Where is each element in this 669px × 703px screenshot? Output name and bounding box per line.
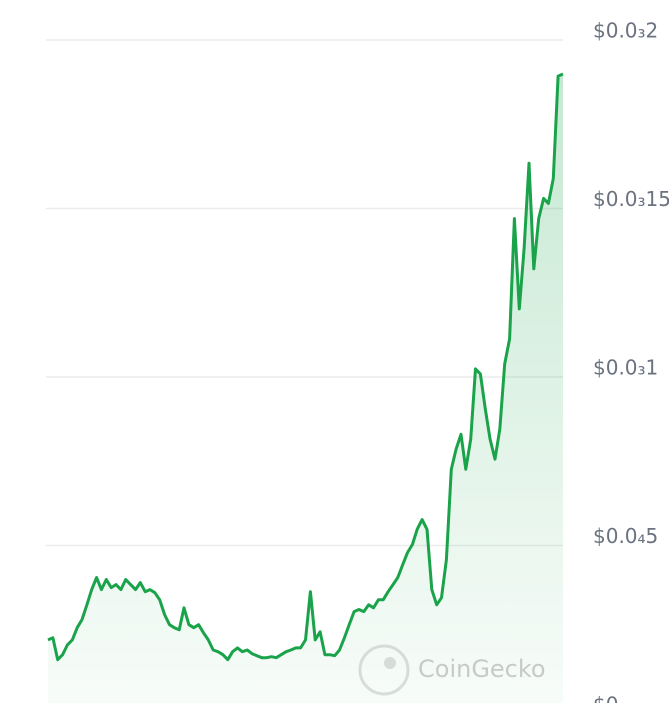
y-tick-label: $0.0₃2 <box>593 19 658 43</box>
area <box>48 74 563 703</box>
y-tick-label: $0 <box>593 693 618 703</box>
watermark: CoinGecko <box>418 655 546 683</box>
watermark-logo <box>358 644 410 696</box>
y-tick-label: $0.0₃15 <box>593 187 669 211</box>
price-line <box>47 72 564 662</box>
y-tick-label: $0.0₄5 <box>593 524 658 548</box>
y-tick-label: $0.0₃1 <box>593 356 658 380</box>
